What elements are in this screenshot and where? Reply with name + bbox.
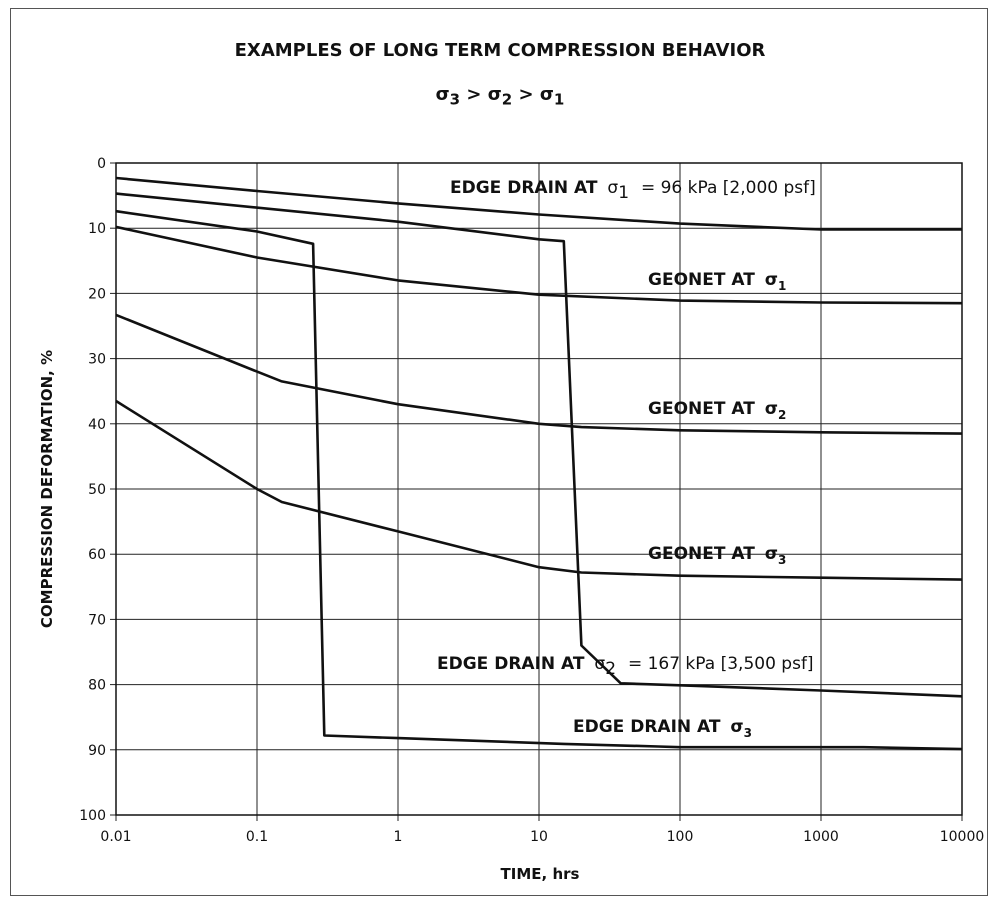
ytick-label-7: 70 bbox=[88, 612, 106, 628]
xtick-label-5: 1000 bbox=[803, 829, 839, 845]
plot-border bbox=[115, 162, 963, 816]
ytick-label-6: 60 bbox=[88, 547, 106, 563]
label-geonet-s2: GEONET AT σ2 bbox=[648, 399, 786, 422]
series-line-6 bbox=[115, 209, 963, 751]
series-line-1 bbox=[115, 176, 962, 231]
subtitle-sigma-2: σ2 bbox=[487, 84, 513, 109]
ytick-label-10: 100 bbox=[79, 808, 106, 824]
xtick-label-2: 1 bbox=[394, 829, 403, 845]
xtick-label-1: 0.1 bbox=[246, 829, 268, 845]
ytick-label-0: 0 bbox=[97, 156, 106, 172]
ytick-label-1: 10 bbox=[88, 221, 106, 237]
label-geonet-s3: GEONET AT σ3 bbox=[648, 544, 786, 567]
grid bbox=[110, 162, 963, 821]
xtick-label-3: 10 bbox=[530, 829, 548, 845]
subtitle-sigma-1: σ1 bbox=[539, 84, 565, 109]
ytick-label-8: 80 bbox=[88, 678, 106, 694]
ytick-label-3: 30 bbox=[88, 352, 106, 368]
series-line-3 bbox=[115, 313, 963, 435]
chart-title: EXAMPLES OF LONG TERM COMPRESSION BEHAVI… bbox=[234, 40, 766, 61]
label-edge-drain-s2: EDGE DRAIN AT σ2 = 167 kPa [3,500 psf] bbox=[437, 654, 814, 679]
subtitle-gt-2: > bbox=[518, 84, 534, 105]
series-lines bbox=[115, 176, 963, 751]
chart-subtitle: σ3 > σ2 > σ1 bbox=[0, 84, 1000, 109]
series-line-4 bbox=[115, 399, 963, 581]
subtitle-gt-1: > bbox=[466, 84, 482, 105]
tick-labels: 0 10 20 30 40 50 60 70 80 90 100 0.01 0.1 1 10 100 1000 1… bbox=[79, 156, 984, 845]
label-geonet-s1: GEONET AT σ1 bbox=[648, 270, 786, 293]
xtick-label-6: 10000 bbox=[940, 829, 985, 845]
xtick-label-4: 100 bbox=[667, 829, 694, 845]
ytick-label-5: 50 bbox=[88, 482, 106, 498]
ytick-label-2: 20 bbox=[88, 286, 106, 302]
y-axis-label: COMPRESSION DEFORMATION, % bbox=[38, 350, 56, 628]
series-line-2 bbox=[115, 225, 963, 305]
subtitle-sigma-3: σ3 bbox=[435, 84, 461, 109]
ytick-label-9: 90 bbox=[88, 743, 106, 759]
series-line-5 bbox=[115, 192, 963, 698]
xtick-label-0: 0.01 bbox=[100, 829, 131, 845]
label-edge-drain-s1: EDGE DRAIN AT σ1 = 96 kPa [2,000 psf] bbox=[450, 178, 816, 203]
x-axis-label: TIME, hrs bbox=[501, 865, 580, 883]
label-edge-drain-s3: EDGE DRAIN AT σ3 bbox=[573, 717, 752, 740]
ytick-label-4: 40 bbox=[88, 417, 106, 433]
